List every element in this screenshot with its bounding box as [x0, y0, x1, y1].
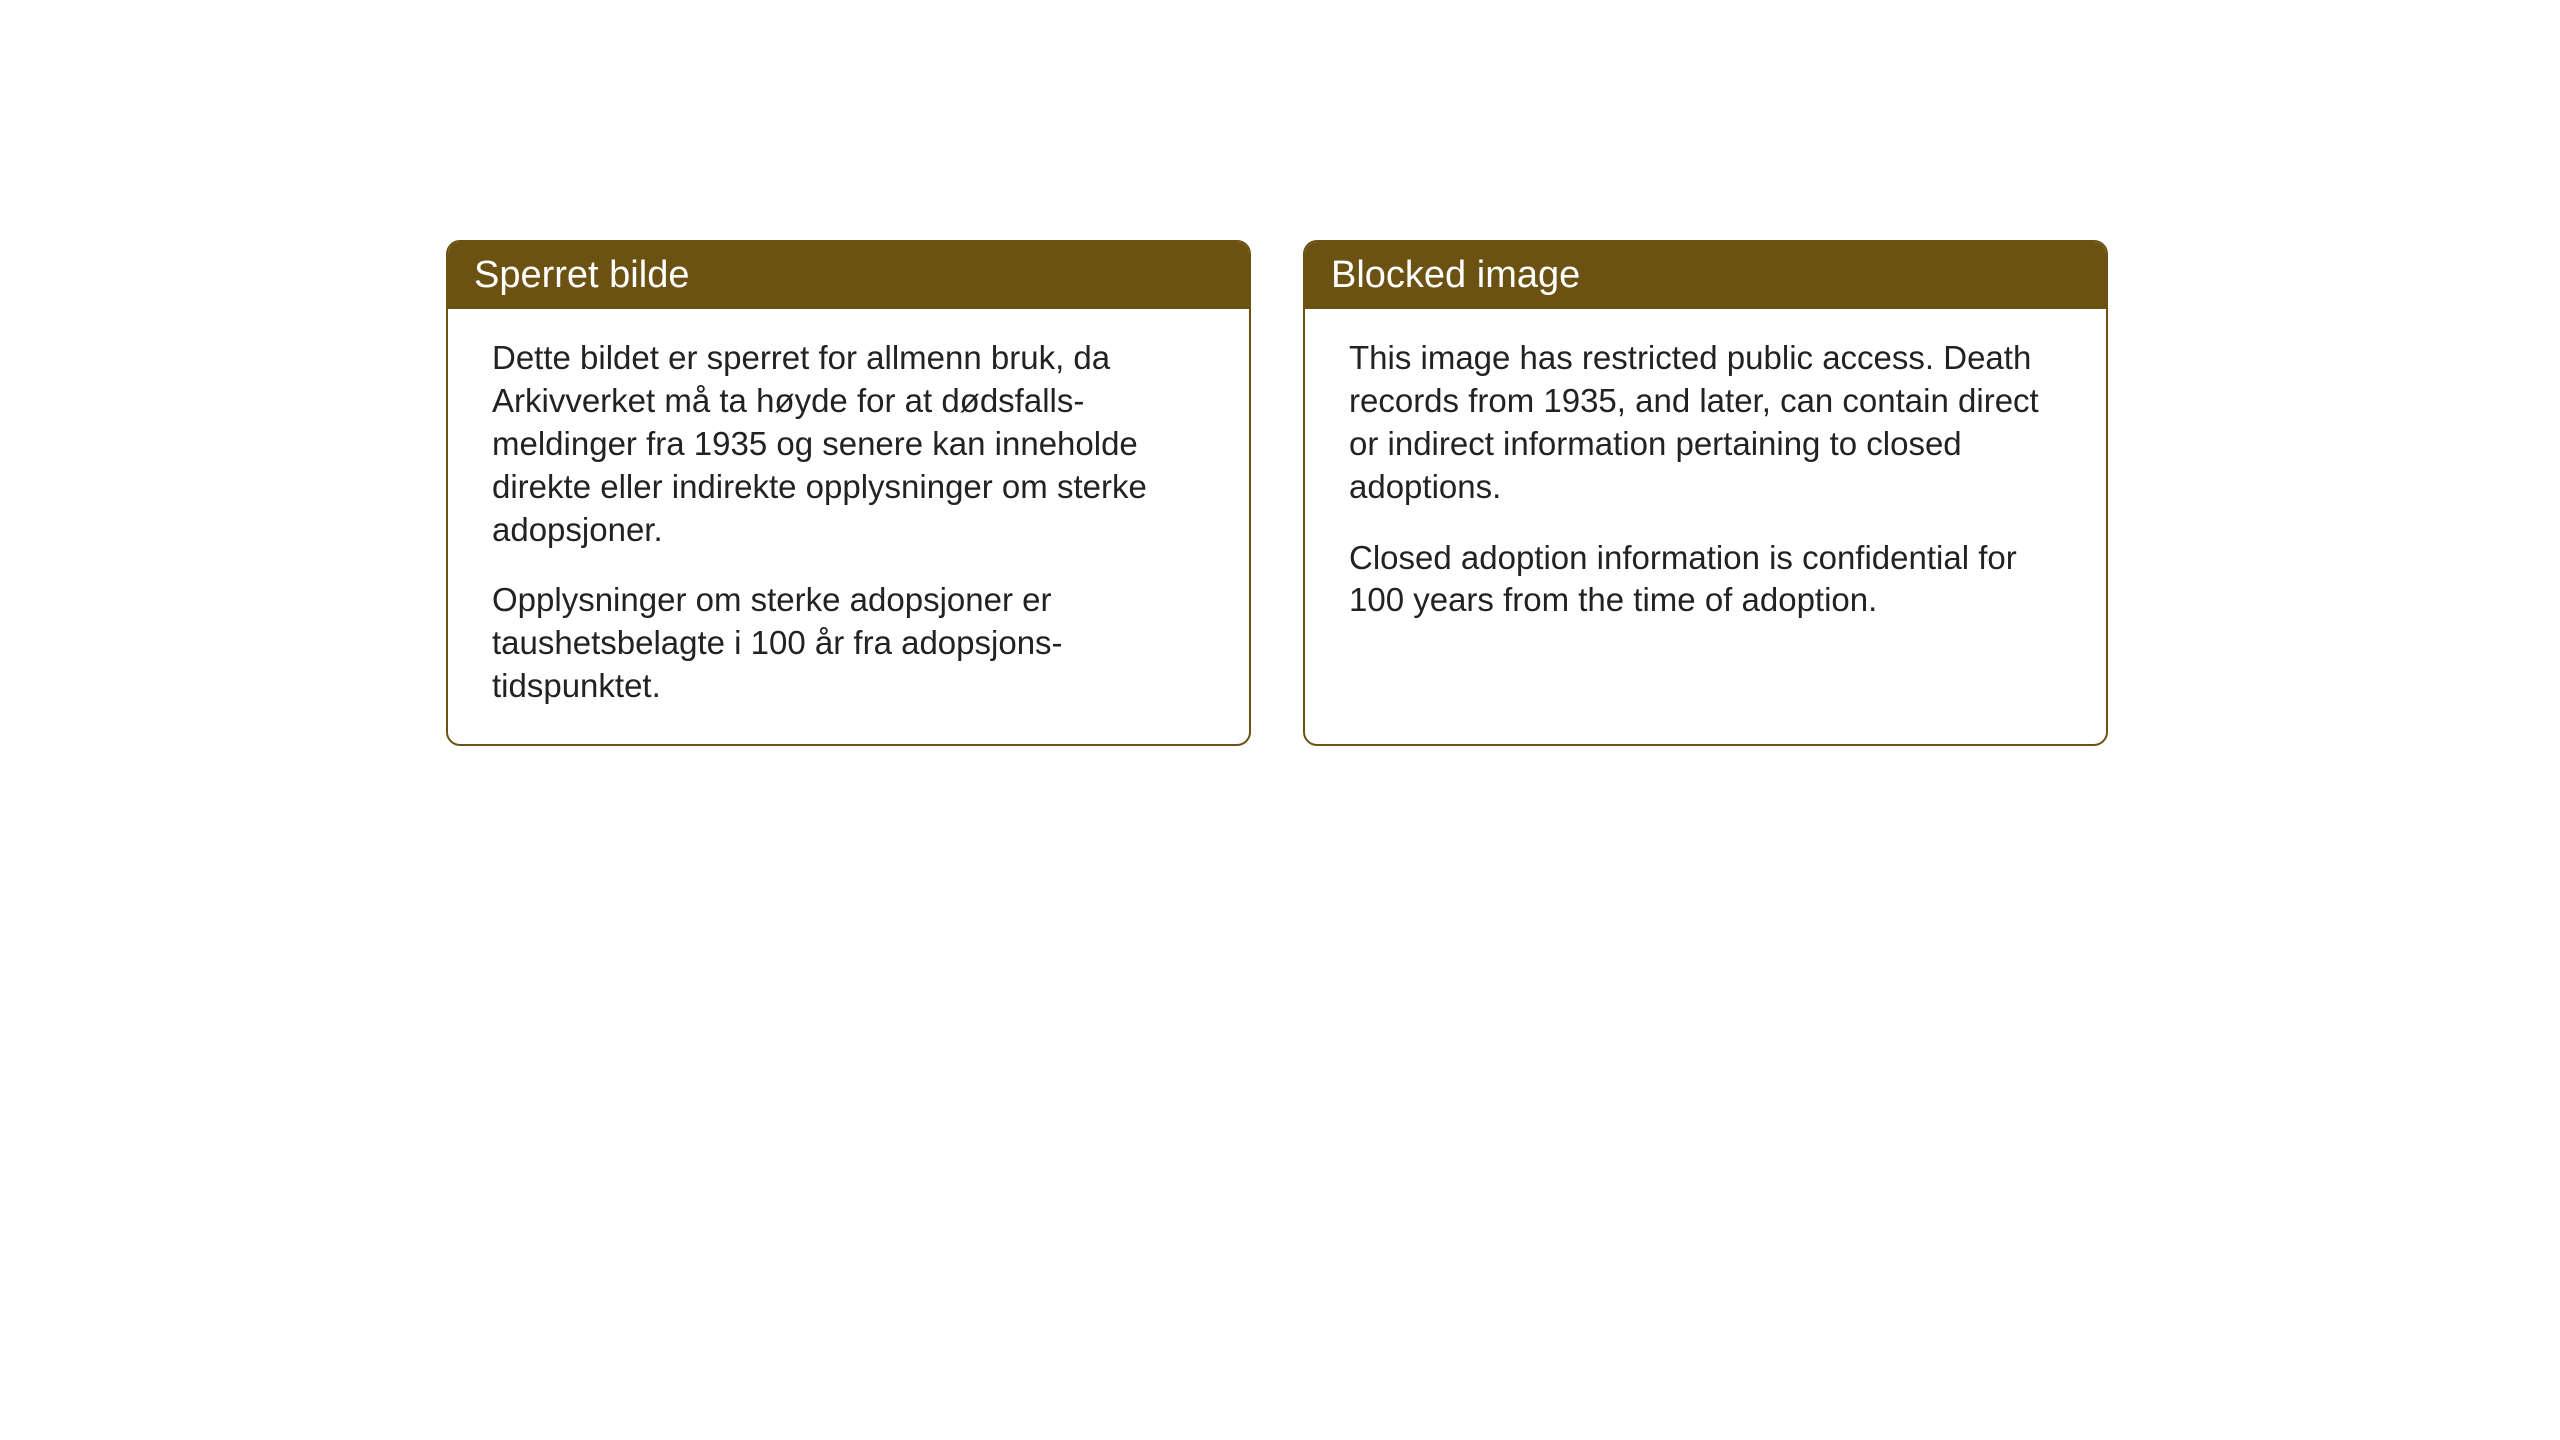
english-paragraph-1: This image has restricted public access.…	[1349, 337, 2062, 509]
english-card-title: Blocked image	[1305, 242, 2106, 309]
norwegian-card-title: Sperret bilde	[448, 242, 1249, 309]
norwegian-card-body: Dette bildet er sperret for allmenn bruk…	[448, 309, 1249, 744]
norwegian-paragraph-1: Dette bildet er sperret for allmenn bruk…	[492, 337, 1205, 551]
notice-container: Sperret bilde Dette bildet er sperret fo…	[446, 240, 2108, 746]
english-paragraph-2: Closed adoption information is confident…	[1349, 537, 2062, 623]
norwegian-notice-card: Sperret bilde Dette bildet er sperret fo…	[446, 240, 1251, 746]
english-notice-card: Blocked image This image has restricted …	[1303, 240, 2108, 746]
norwegian-paragraph-2: Opplysninger om sterke adopsjoner er tau…	[492, 579, 1205, 708]
english-card-body: This image has restricted public access.…	[1305, 309, 2106, 719]
